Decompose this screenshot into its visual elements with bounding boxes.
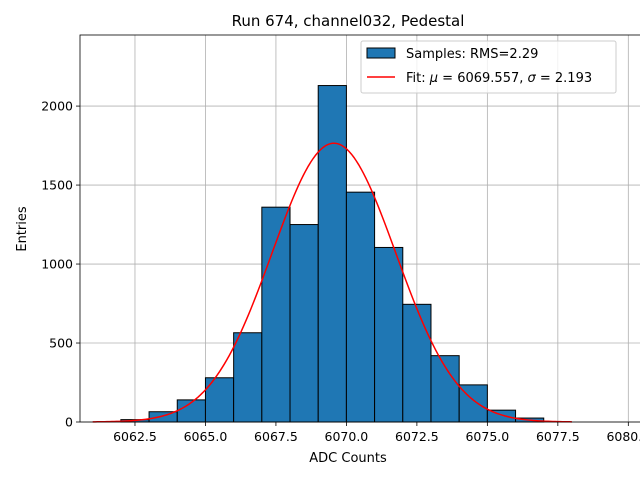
x-tick-label: 6075.0: [465, 429, 509, 444]
y-tick-label: 500: [49, 336, 73, 351]
x-tick-label: 6072.5: [395, 429, 439, 444]
histogram-bar: [374, 246, 404, 423]
x-tick-label: 6080.0: [606, 429, 640, 444]
x-tick-label: 6077.5: [536, 429, 580, 444]
legend-fit-mu-symbol: μ: [429, 71, 438, 86]
legend-fit-prefix: Fit:: [406, 71, 430, 86]
legend-label-fit: Fit: μ = 6069.557, σ = 2.193: [406, 71, 592, 86]
x-axis-ticks: 6062.5 6065.0 6067.5 6070.0 6072.5 6075.0 6077…: [113, 422, 640, 444]
chart-title: Run 674, channel032, Pedestal: [232, 12, 465, 30]
plot-frame: [79, 34, 640, 423]
x-axis-label: ADC Counts: [309, 451, 387, 466]
legend: Samples: RMS=2.29 Fit: μ = 6069.557, σ =…: [360, 40, 617, 94]
x-tick-label: 6062.5: [113, 429, 157, 444]
legend-patch-samples: [366, 47, 396, 59]
histogram-bar: [345, 191, 376, 423]
legend-fit-sigma-value: = 2.193: [536, 71, 592, 86]
legend-box: [360, 40, 617, 94]
y-tick-label: 1000: [41, 257, 73, 272]
histogram-bars: [120, 85, 545, 423]
y-tick-label: 1500: [41, 178, 73, 193]
y-axis-ticks: 0 500 1000 1500 2000: [41, 99, 80, 430]
histogram-bar: [233, 332, 263, 423]
x-tick-label: 6067.5: [254, 429, 298, 444]
legend-label-samples: Samples: RMS=2.29: [406, 47, 538, 62]
y-tick-label: 2000: [41, 99, 73, 114]
x-tick-label: 6065.0: [184, 429, 228, 444]
y-tick-label: 0: [65, 415, 73, 430]
x-tick-label: 6070.0: [325, 429, 369, 444]
legend-fit-sigma-symbol: σ: [528, 71, 537, 86]
legend-fit-mu-value: = 6069.557,: [438, 71, 527, 86]
histogram-bar: [402, 303, 432, 423]
histogram-bar: [261, 206, 291, 423]
histogram-bar: [289, 224, 319, 423]
gaussian-fit-curve: [92, 142, 572, 423]
histogram-bar: [317, 85, 347, 423]
y-axis-label: Entries: [15, 206, 30, 252]
